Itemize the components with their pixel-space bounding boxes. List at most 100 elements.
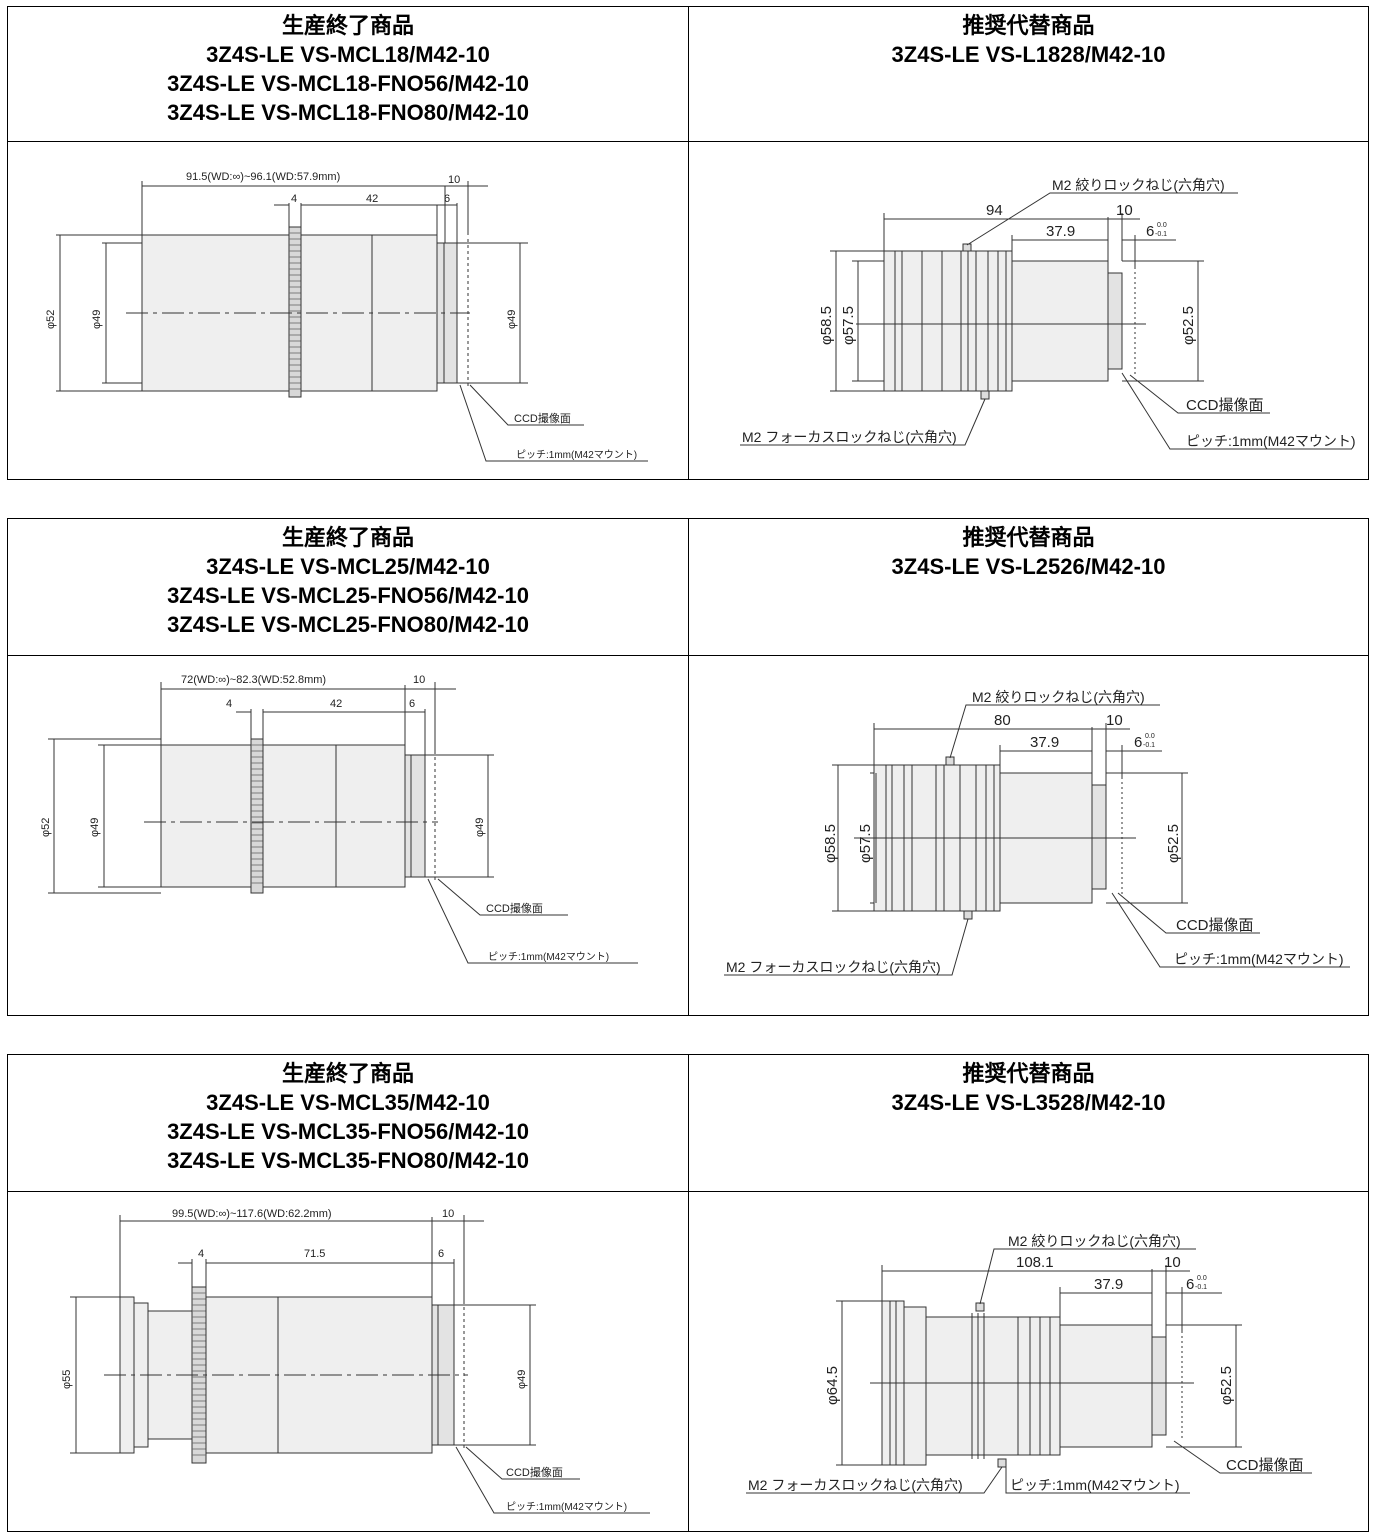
dimension-b: 10: [1106, 712, 1123, 729]
discontinued-heading: 生産終了商品: [281, 1061, 414, 1086]
dimension-a: 4: [198, 1248, 204, 1260]
dimension-b: 71.5: [304, 1248, 325, 1260]
diameter-outer: φ52: [45, 310, 57, 329]
model-name: 3Z4S-LE VS-MCL18/M42-10: [206, 42, 490, 67]
discontinued-lens-drawing: 91.5(WD:∞)~96.1(WD:57.9mm) 4 42 6 10 φ52…: [8, 143, 688, 477]
focus-lock-screw-label: M2 フォーカスロックねじ(六角穴): [742, 429, 957, 445]
replacement-lens-drawing: M2 絞りロックねじ(六角穴) M2 フォーカスロックねじ(六角穴) 94 37…: [690, 143, 1368, 477]
diameter-outer: φ55: [61, 1370, 73, 1389]
tolerance-upper: 0.0: [1145, 733, 1155, 740]
diameter-outer: φ58.5: [822, 824, 839, 863]
ccd-label: CCD撮像面: [1176, 916, 1254, 934]
dimension-total: 99.5(WD:∞)~117.6(WD:62.2mm): [172, 1208, 332, 1220]
dimension-b: 10: [1116, 202, 1133, 219]
dimension-a: 37.9: [1094, 1276, 1123, 1293]
model-name: 3Z4S-LE VS-MCL35/M42-10: [206, 1090, 490, 1115]
dimension-c: 6: [438, 1248, 444, 1260]
replacement-heading: 推奨代替商品: [962, 13, 1095, 38]
ccd-label: CCD撮像面: [1226, 1456, 1304, 1474]
diameter-outer: φ58.5: [818, 306, 835, 345]
iris-lock-screw-label: M2 絞りロックねじ(六角穴): [972, 689, 1145, 705]
tolerance-lower: -0.1: [1195, 1284, 1207, 1291]
pitch-label: ピッチ:1mm(M42マウント): [488, 951, 609, 963]
dimension-b: 42: [366, 193, 378, 205]
replacement-lens-drawing: M2 絞りロックねじ(六角穴) M2 フォーカスロックねじ(六角穴) 80 37…: [690, 657, 1368, 1013]
discontinued-header: 生産終了商品 3Z4S-LE VS-MCL18/M42-10 3Z4S-LE V…: [8, 7, 688, 127]
dimension-b: 10: [1164, 1254, 1181, 1271]
column-divider: [688, 1055, 689, 1531]
replacement-heading: 推奨代替商品: [962, 1061, 1095, 1086]
model-name: 3Z4S-LE VS-MCL18-FNO80/M42-10: [167, 100, 529, 125]
iris-lock-screw-label: M2 絞りロックねじ(六角穴): [1008, 1233, 1181, 1249]
diameter-mount: φ52.5: [1218, 1366, 1235, 1405]
pitch-label: ピッチ:1mm(M42マウント): [506, 1501, 627, 1513]
discontinued-lens-drawing: 72(WD:∞)~82.3(WD:52.8mm) 4 42 6 10 φ52 φ…: [8, 657, 688, 1013]
diameter-inner: φ57.5: [857, 824, 874, 863]
dimension-d: 10: [442, 1208, 454, 1220]
dimension-c: 6: [1186, 1276, 1194, 1293]
model-name: 3Z4S-LE VS-L3528/M42-10: [891, 1090, 1166, 1115]
dimension-total: 94: [986, 202, 1003, 219]
replacement-header: 推奨代替商品 3Z4S-LE VS-L2526/M42-10: [689, 519, 1368, 581]
dimension-a: 4: [291, 193, 297, 205]
diameter-mount: φ49: [516, 1370, 528, 1389]
pitch-label: ピッチ:1mm(M42マウント): [516, 449, 637, 461]
diameter-mount: φ49: [474, 818, 486, 837]
dimension-d: 10: [413, 674, 425, 686]
ccd-label: CCD撮像面: [486, 901, 543, 915]
model-name: 3Z4S-LE VS-MCL25-FNO80/M42-10: [167, 612, 529, 637]
diameter-inner: φ57.5: [840, 306, 857, 345]
model-name: 3Z4S-LE VS-MCL25/M42-10: [206, 554, 490, 579]
pitch-label: ピッチ:1mm(M42マウント): [1174, 951, 1344, 967]
dimension-total: 91.5(WD:∞)~96.1(WD:57.9mm): [186, 171, 340, 183]
comparison-table-2: 生産終了商品 3Z4S-LE VS-MCL25/M42-10 3Z4S-LE V…: [7, 518, 1369, 1016]
comparison-table-3: 生産終了商品 3Z4S-LE VS-MCL35/M42-10 3Z4S-LE V…: [7, 1054, 1369, 1532]
ccd-label: CCD撮像面: [1186, 396, 1264, 414]
dimension-d: 10: [448, 174, 460, 186]
pitch-label: ピッチ:1mm(M42マウント): [1010, 1477, 1180, 1493]
model-name: 3Z4S-LE VS-MCL18-FNO56/M42-10: [167, 71, 529, 96]
column-divider: [688, 519, 689, 1015]
comparison-table-1: 生産終了商品 3Z4S-LE VS-MCL18/M42-10 3Z4S-LE V…: [7, 6, 1369, 480]
model-name: 3Z4S-LE VS-MCL35-FNO56/M42-10: [167, 1119, 529, 1144]
tolerance-upper: 0.0: [1197, 1275, 1207, 1282]
dimension-b: 42: [330, 698, 342, 710]
diameter-mount: φ49: [506, 310, 518, 329]
tolerance-lower: -0.1: [1155, 231, 1167, 238]
column-divider: [688, 7, 689, 479]
tolerance-lower: -0.1: [1143, 742, 1155, 749]
replacement-header: 推奨代替商品 3Z4S-LE VS-L1828/M42-10: [689, 7, 1368, 69]
pitch-label: ピッチ:1mm(M42マウント): [1186, 433, 1356, 449]
dimension-total: 108.1: [1016, 1254, 1054, 1271]
replacement-header: 推奨代替商品 3Z4S-LE VS-L3528/M42-10: [689, 1055, 1368, 1117]
discontinued-heading: 生産終了商品: [281, 525, 414, 550]
discontinued-lens-drawing: 99.5(WD:∞)~117.6(WD:62.2mm) 4 71.5 6 10 …: [8, 1193, 688, 1531]
diameter-outer: φ52: [40, 818, 52, 837]
diameter-outer: φ64.5: [824, 1366, 841, 1405]
model-name: 3Z4S-LE VS-L2526/M42-10: [891, 554, 1166, 579]
model-name: 3Z4S-LE VS-MCL35-FNO80/M42-10: [167, 1148, 529, 1173]
diameter-mount: φ52.5: [1180, 306, 1197, 345]
model-name: 3Z4S-LE VS-L1828/M42-10: [891, 42, 1166, 67]
diameter-inner: φ49: [91, 310, 103, 329]
dimension-c: 6: [409, 698, 415, 710]
dimension-total: 72(WD:∞)~82.3(WD:52.8mm): [181, 674, 326, 686]
ccd-label: CCD撮像面: [514, 411, 571, 425]
diameter-inner: φ49: [89, 818, 101, 837]
focus-lock-screw-label: M2 フォーカスロックねじ(六角穴): [726, 959, 941, 975]
discontinued-header: 生産終了商品 3Z4S-LE VS-MCL25/M42-10 3Z4S-LE V…: [8, 519, 688, 639]
discontinued-header: 生産終了商品 3Z4S-LE VS-MCL35/M42-10 3Z4S-LE V…: [8, 1055, 688, 1175]
ccd-label: CCD撮像面: [506, 1465, 563, 1479]
focus-lock-screw-label: M2 フォーカスロックねじ(六角穴): [748, 1477, 963, 1493]
tolerance-upper: 0.0: [1157, 222, 1167, 229]
dimension-total: 80: [994, 712, 1011, 729]
dimension-c: 6: [1146, 223, 1154, 240]
model-name: 3Z4S-LE VS-MCL25-FNO56/M42-10: [167, 583, 529, 608]
dimension-a: 4: [226, 698, 232, 710]
dimension-a: 37.9: [1030, 734, 1059, 751]
dimension-c: 6: [1134, 734, 1142, 751]
iris-lock-screw-label: M2 絞りロックねじ(六角穴): [1052, 177, 1225, 193]
dimension-a: 37.9: [1046, 223, 1075, 240]
dimension-c: 6: [444, 193, 450, 205]
replacement-heading: 推奨代替商品: [962, 525, 1095, 550]
